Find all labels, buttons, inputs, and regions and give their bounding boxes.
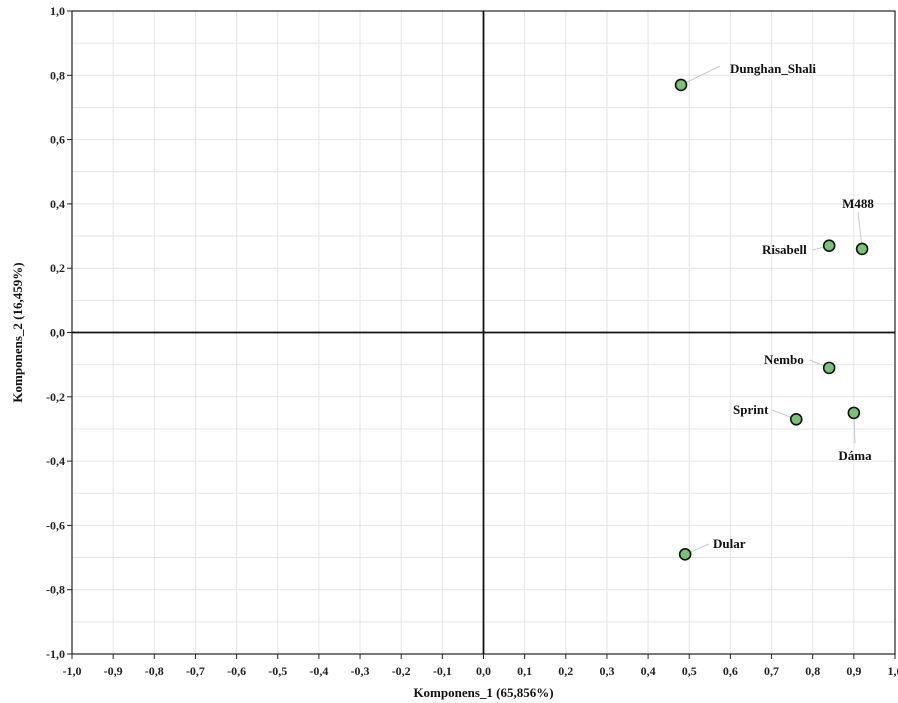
data-point [674,78,688,92]
y-tick-label: 1,0 [50,4,65,18]
y-tick-label: 0,8 [50,68,65,82]
y-tick-label: -0,4 [46,454,65,468]
x-tick-label: 0,0 [476,664,491,678]
point-label: Nembo [764,352,804,367]
x-axis-ticks: -1,0 -0,9 -0,8 -0,7 -0,6 -0,5 -0,4 -0,3 -0,2 -0,1… [63,654,898,678]
y-tick-label: 0,0 [50,326,65,340]
point-label: Sprint [733,402,769,417]
x-tick-label: 1,0 [888,664,898,678]
y-tick-label: -1,0 [46,647,65,661]
y-tick-label: 0,4 [50,197,65,211]
x-tick-label: 0,7 [764,664,779,678]
point-labels: Dunghan_Shali M488 Risabell Nembo Sprint Dáma… [713,61,874,551]
point-label: Risabell [762,242,807,257]
data-point [855,242,869,256]
y-tick-label: -0,8 [46,583,65,597]
y-tick-label: 0,2 [50,261,65,275]
data-point [822,361,836,375]
data-point [678,548,692,561]
x-tick-label: 0,2 [558,664,573,678]
x-tick-label: -0,4 [309,664,328,678]
x-tick-label: -0,2 [392,664,411,678]
label-leader-line [680,65,721,86]
x-tick-label: 0,5 [682,664,697,678]
x-tick-label: -0,5 [268,664,287,678]
x-tick-label: -0,9 [104,664,123,678]
y-tick-label: -0,2 [46,390,65,404]
x-tick-label: 0,3 [599,664,614,678]
x-tick-label: -0,6 [227,664,246,678]
point-label: Dáma [838,448,872,463]
y-tick-label: 0,6 [50,133,65,147]
x-tick-label: 0,1 [517,664,532,678]
x-tick-label: 0,8 [805,664,820,678]
data-point [789,413,803,426]
x-tick-label: -0,1 [433,664,452,678]
data-points [674,78,869,561]
zero-axes [72,11,895,654]
data-point [822,239,836,252]
x-tick-label: -0,7 [186,664,205,678]
data-point [847,406,861,420]
y-tick-label: -0,6 [46,518,65,532]
x-tick-label: 0,9 [846,664,861,678]
x-tick-label: -1,0 [63,664,82,678]
y-axis-title: Komponens_2 (16,459%) [10,262,25,402]
point-label: Dunghan_Shali [730,61,816,76]
point-label: M488 [842,196,874,211]
point-label: Dular [713,536,746,551]
x-tick-label: -0,3 [351,664,370,678]
x-tick-label: -0,8 [145,664,164,678]
x-tick-label: 0,4 [641,664,656,678]
x-tick-label: 0,6 [723,664,738,678]
y-axis-ticks: 1,0 0,8 0,6 0,4 0,2 0,0 -0,2 -0,4 -0,6 -0,8 -1,0 [46,4,72,661]
x-axis-title: Komponens_1 (65,856%) [413,685,553,700]
